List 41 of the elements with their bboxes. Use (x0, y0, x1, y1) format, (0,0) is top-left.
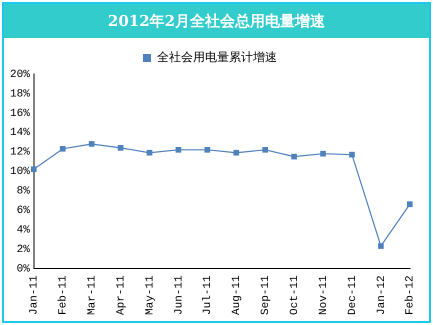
point (233, 150, 240, 156)
point (406, 201, 413, 208)
y-tick-label: 0% (16, 263, 30, 276)
y-tick-label: 6% (16, 204, 30, 217)
x-tick-label: Jan-12 (376, 275, 388, 316)
point (30, 166, 37, 172)
point (204, 146, 210, 153)
point (291, 154, 297, 160)
legend-label: 全社会用电量累计增速 (157, 50, 277, 64)
x-tick-label: Jan-11 (28, 275, 41, 316)
point (262, 146, 268, 153)
x-tick-label: Sep-11 (260, 275, 272, 316)
y-tick-label: 12% (10, 146, 30, 159)
y-tick-label: 20% (10, 68, 30, 81)
x-tick-label: Oct-11 (289, 275, 302, 316)
x-tick-label: Nov-11 (318, 275, 330, 316)
x-tick-label: Apr-11 (115, 275, 128, 316)
y-tick-label: 14% (10, 127, 30, 140)
x-tick-label: Feb-11 (58, 275, 70, 316)
x-tick-label: Feb-12 (404, 275, 417, 316)
x-tick-label: Mar-11 (86, 275, 99, 316)
x-tick-label: Jul-11 (202, 275, 214, 316)
point (176, 146, 182, 153)
point (60, 146, 66, 152)
point (378, 243, 384, 249)
chart-title: 2012年2月全社会总用电量增速 (4, 4, 429, 38)
y-tick-label: 18% (10, 88, 30, 100)
y-tick-label: 16% (10, 108, 30, 120)
x-tick-label: Dec-11 (346, 275, 359, 316)
point (349, 152, 355, 158)
y-tick-label: 8% (16, 186, 30, 198)
point (118, 145, 124, 151)
y-tick-label: 10% (10, 166, 30, 178)
y-tick-label: 2% (16, 244, 30, 256)
x-tick-label: Jun-11 (173, 275, 186, 316)
x-tick-label: May-11 (144, 275, 156, 316)
point (88, 141, 94, 147)
y-tick-label: 4% (16, 224, 30, 236)
point (146, 150, 152, 156)
point (320, 150, 326, 157)
x-tick-label: Aug-11 (231, 275, 244, 316)
